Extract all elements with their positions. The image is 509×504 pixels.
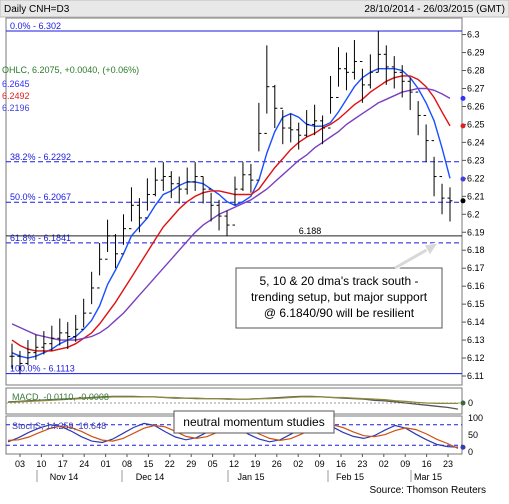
price-axis-label: 6.23: [467, 155, 485, 165]
x-axis-label: 10: [36, 459, 46, 469]
macd-axis-marker: [460, 400, 466, 406]
price-axis-label: 6.12: [467, 353, 485, 363]
fib-label: 50.0% - 6.2067: [10, 192, 71, 202]
stoch-label: StochS, 14.259, 10.648: [12, 421, 106, 431]
source-credit: Source: Thomson Reuters: [369, 485, 486, 496]
x-axis-label: 24: [79, 459, 89, 469]
header-bar: [0, 0, 509, 18]
x-axis-label: 05: [208, 459, 218, 469]
month-label: Feb 15: [336, 472, 364, 482]
support-line-label: 6.188: [299, 226, 322, 236]
macd-axis-label: 0: [468, 398, 473, 408]
price-axis-label: 6.15: [467, 299, 485, 309]
legend-ohlc: OHLC, 6.2075, +0.0040, (+0.06%): [2, 65, 139, 75]
month-label: Jan 15: [237, 472, 264, 482]
momentum-annotation-text: neutral momentum studies: [183, 415, 324, 429]
price-axis-label: 6.29: [467, 48, 485, 58]
month-label: Nov 14: [50, 472, 79, 482]
stoch-axis-label: 100: [468, 413, 483, 423]
x-axis-label: 16: [336, 459, 346, 469]
macd-label: MACD, -0.0110, -0.0008: [12, 392, 109, 402]
axis-marker-dot: [460, 198, 466, 204]
x-axis-label: 15: [143, 459, 153, 469]
ma5-line: [11, 67, 451, 359]
x-axis-label: 19: [250, 459, 260, 469]
price-axis-label: 6.11: [467, 371, 484, 381]
stoch-axis-label: 50: [468, 430, 478, 440]
price-axis-label: 6.18: [467, 245, 485, 255]
price-axis-label: 6.26: [467, 101, 485, 111]
x-axis-label: 22: [165, 459, 175, 469]
price-axis-label: 6.16: [467, 281, 485, 291]
price-axis-label: 6.25: [467, 119, 485, 129]
legend-ma-value: 6.2645: [2, 79, 30, 89]
macd-signal-line: [7, 396, 458, 405]
x-axis-label: 17: [58, 459, 68, 469]
price-axis-label: 6.14: [467, 317, 485, 327]
x-axis-label: 01: [101, 459, 111, 469]
price-axis-label: 6.21: [467, 191, 485, 201]
x-axis-label: 09: [400, 459, 410, 469]
fib-label: 100.0% - 6.1113: [10, 364, 75, 374]
price-axis-label: 6.3: [467, 30, 480, 40]
date-range: 28/10/2014 - 26/03/2015 (GMT): [364, 4, 505, 15]
x-axis-label: 29: [186, 459, 196, 469]
chart-title: Daily CNH=D3: [4, 4, 70, 15]
stoch-axis-marker: [460, 444, 466, 450]
price-axis-label: 6.28: [467, 66, 485, 76]
annotation-text: 5, 10 & 20 dma's track south -trending s…: [251, 274, 428, 320]
axis-marker-dot: [460, 95, 466, 101]
axis-marker-dot: [460, 123, 466, 129]
annotation-arrow-head: [423, 242, 440, 256]
price-axis-label: 6.27: [467, 83, 485, 93]
x-axis-label: 23: [443, 459, 453, 469]
month-label: Dec 14: [136, 472, 165, 482]
fib-label: 0.0% - 6.302: [10, 21, 61, 31]
axis-marker-dot: [460, 176, 466, 182]
x-axis-label: 26: [272, 459, 282, 469]
price-axis-label: 6.2: [467, 209, 480, 219]
x-axis-label: 12: [229, 459, 239, 469]
annotation-arrow: [394, 246, 431, 270]
price-axis-label: 6.13: [467, 335, 485, 345]
x-axis-label: 23: [357, 459, 367, 469]
annotation-box: [235, 267, 443, 329]
x-axis-label: 16: [422, 459, 432, 469]
x-axis-label: 03: [15, 459, 25, 469]
price-axis-label: 6.17: [467, 263, 485, 273]
x-axis-label: 09: [315, 459, 325, 469]
legend-ma-value: 6.2196: [2, 103, 30, 113]
x-axis-label: 02: [379, 459, 389, 469]
ma20-line: [11, 87, 451, 341]
stoch-axis-label: 0: [468, 447, 473, 457]
price-axis-label: 6.19: [467, 227, 485, 237]
price-axis-label: 6.24: [467, 137, 485, 147]
momentum-annotation-box: [173, 410, 335, 434]
fib-label: 38.2% - 6.2292: [10, 152, 71, 162]
x-axis-label: 02: [293, 459, 303, 469]
ohlc-bars: [9, 30, 453, 375]
x-axis-label: 08: [122, 459, 132, 469]
price-axis-label: 6.22: [467, 173, 485, 183]
fib-label: 61.8% - 6.1841: [10, 233, 71, 243]
month-label: Mar 15: [414, 472, 442, 482]
legend-ma-value: 6.2492: [2, 91, 30, 101]
